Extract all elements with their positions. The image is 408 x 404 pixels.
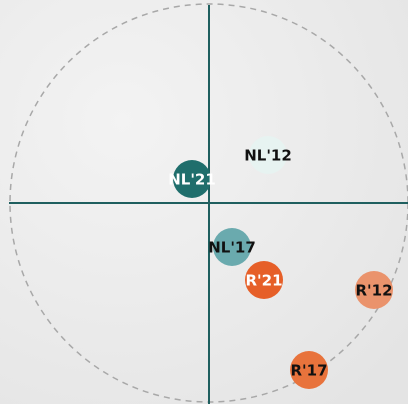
point xyxy=(173,160,211,198)
point-label: NL'17 xyxy=(208,239,256,257)
point xyxy=(290,351,328,389)
point xyxy=(245,261,283,299)
point xyxy=(355,271,393,309)
point xyxy=(249,136,287,174)
point xyxy=(213,228,251,266)
point-label: R'12 xyxy=(355,282,392,300)
point-label: R'17 xyxy=(290,362,327,380)
point-label: NL'21 xyxy=(168,171,216,189)
point-label: NL'12 xyxy=(244,147,292,165)
point-label: R'21 xyxy=(245,272,282,290)
